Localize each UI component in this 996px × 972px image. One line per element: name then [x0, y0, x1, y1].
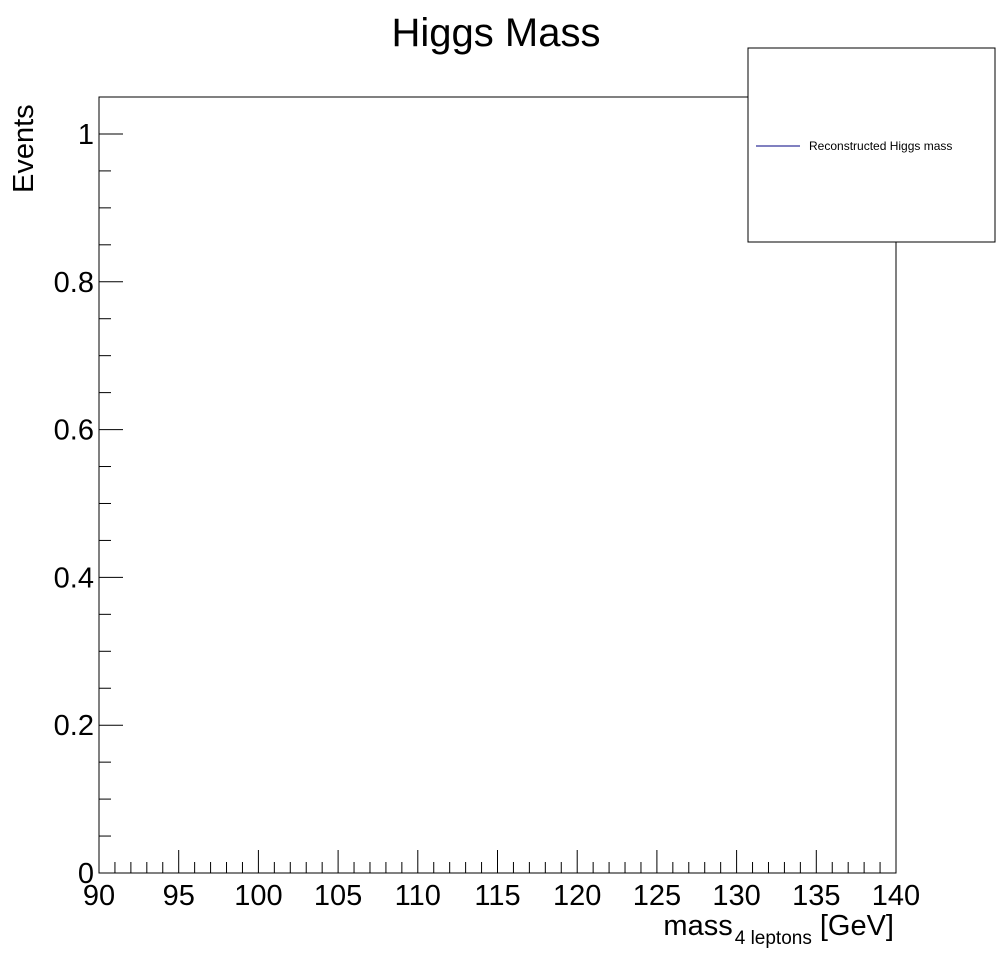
- x-tick-label: 120: [553, 880, 601, 912]
- x-tick-label: 125: [633, 880, 681, 912]
- legend: Reconstructed Higgs mass: [747, 47, 996, 243]
- y-tick-label: 0.4: [54, 562, 94, 594]
- x-tick-label: 90: [83, 880, 115, 912]
- legend-box: [747, 47, 996, 243]
- x-tick-label: 105: [314, 880, 362, 912]
- x-tick-label: 140: [872, 880, 920, 912]
- y-tick-label: 1: [78, 119, 94, 151]
- x-tick-label: 95: [163, 880, 195, 912]
- x-axis-title-subscript: 4 leptons: [735, 928, 812, 949]
- legend-entry-label: Reconstructed Higgs mass: [809, 139, 952, 153]
- y-tick-label: 0.6: [54, 415, 94, 447]
- x-tick-label: 130: [712, 880, 760, 912]
- x-axis-title-main: mass: [663, 910, 732, 942]
- x-axis-ticks: 90 95 100 105 110 115 120 125 130 135 140: [83, 850, 920, 912]
- x-axis-title: mass 4 leptons [GeV]: [663, 910, 894, 949]
- x-tick-label: 135: [792, 880, 840, 912]
- y-tick-label: 0: [78, 858, 94, 890]
- chart-title: Higgs Mass: [392, 11, 601, 55]
- y-tick-label: 0.8: [54, 267, 94, 299]
- x-axis-title-unit: [GeV]: [820, 910, 894, 942]
- y-axis-title: Events: [8, 104, 40, 193]
- y-axis-ticks: 0 0.2 0.4 0.6 0.8 1: [54, 96, 123, 890]
- y-tick-label: 0.2: [54, 710, 94, 742]
- x-tick-label: 115: [474, 880, 520, 912]
- x-tick-label: 110: [395, 880, 441, 912]
- x-tick-label: 100: [234, 880, 282, 912]
